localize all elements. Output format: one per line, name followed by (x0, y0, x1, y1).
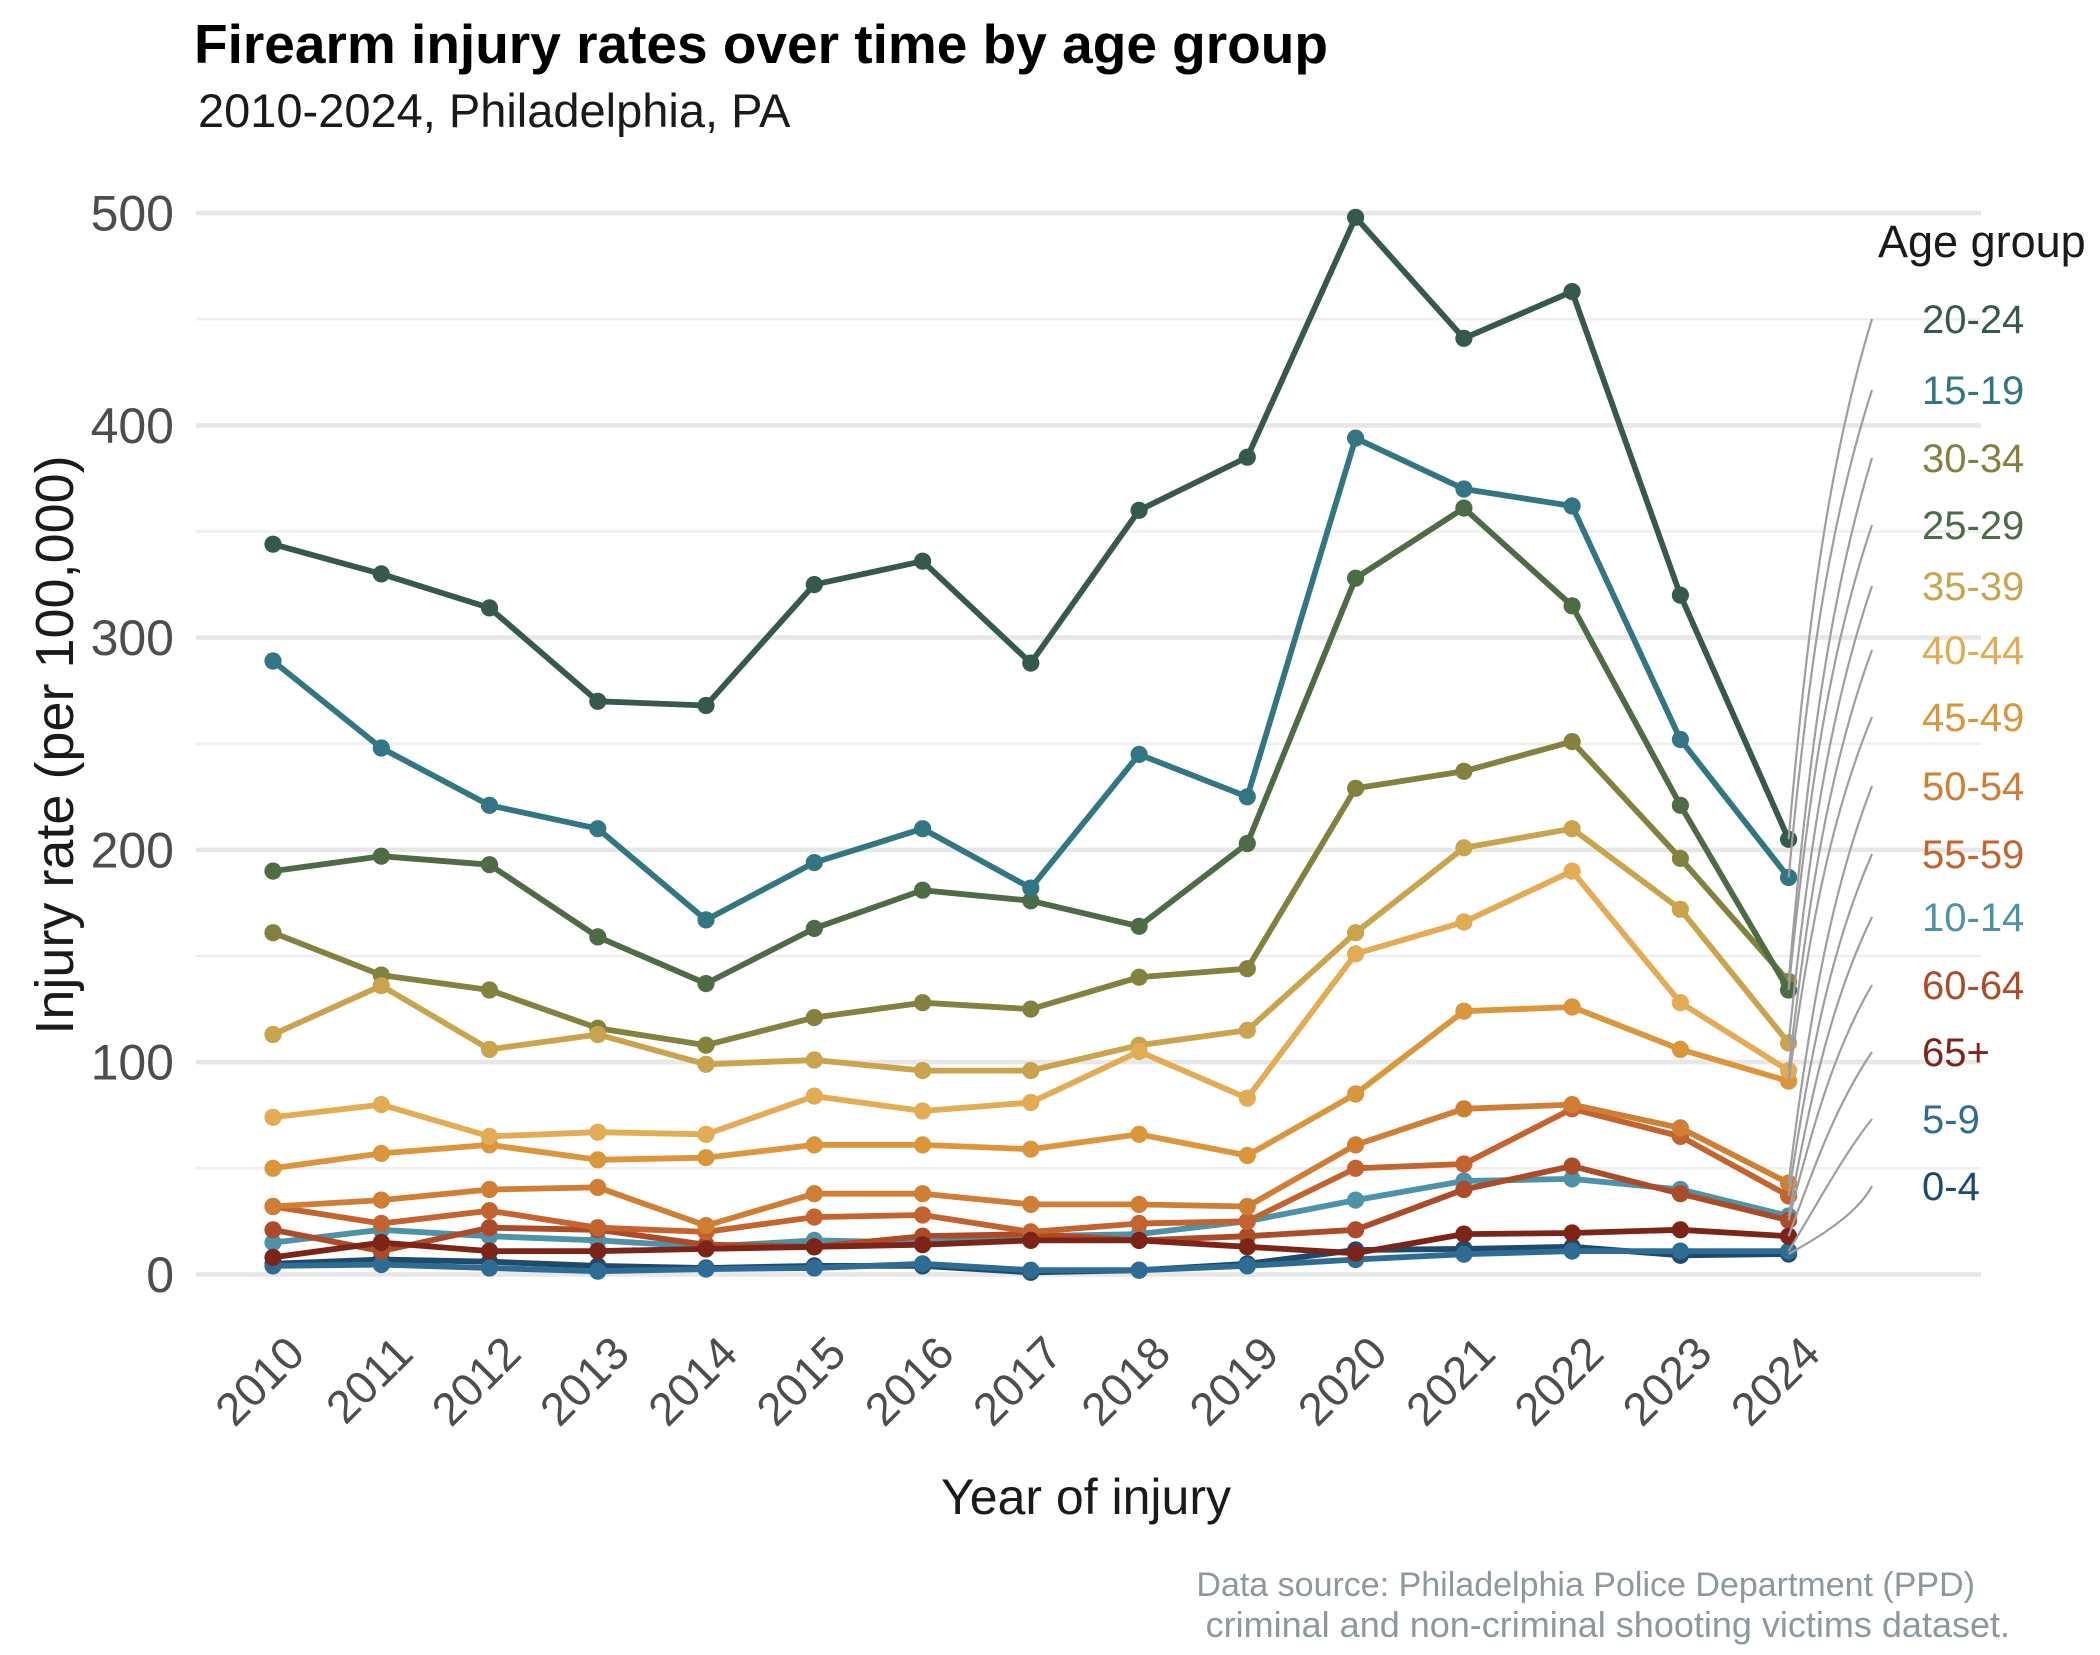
svg-text:60-64: 60-64 (1922, 964, 2024, 1008)
svg-text:5-9: 5-9 (1922, 1098, 1980, 1142)
svg-text:45-49: 45-49 (1922, 696, 2024, 740)
svg-text:2010-2024, Philadelphia, PA: 2010-2024, Philadelphia, PA (198, 84, 791, 137)
svg-text:400: 400 (91, 398, 174, 454)
svg-text:20-24: 20-24 (1922, 298, 2024, 342)
svg-text:Data source: Philadelphia Poli: Data source: Philadelphia Police Departm… (1196, 1566, 1975, 1604)
svg-text:Year of injury: Year of injury (941, 1469, 1231, 1525)
svg-text:40-44: 40-44 (1922, 629, 2024, 673)
svg-text:Injury rate (per 100,000): Injury rate (per 100,000) (25, 455, 85, 1034)
svg-text:500: 500 (91, 186, 174, 242)
svg-text:300: 300 (91, 610, 174, 666)
svg-text:10-14: 10-14 (1922, 896, 2024, 940)
svg-text:50-54: 50-54 (1922, 765, 2024, 809)
svg-text:0-4: 0-4 (1922, 1165, 1980, 1209)
svg-text:Firearm injury rates over time: Firearm injury rates over time by age gr… (194, 13, 1328, 75)
svg-text:25-29: 25-29 (1922, 504, 2024, 548)
svg-text:55-59: 55-59 (1922, 833, 2024, 877)
svg-text:Age group: Age group (1878, 216, 2086, 267)
svg-text:30-34: 30-34 (1922, 437, 2024, 481)
svg-text:0: 0 (146, 1247, 174, 1303)
svg-text:200: 200 (91, 822, 174, 878)
svg-text:100: 100 (91, 1035, 174, 1091)
svg-text:65+: 65+ (1922, 1031, 1990, 1075)
svg-text:15-19: 15-19 (1922, 369, 2024, 413)
svg-text:35-39: 35-39 (1922, 565, 2024, 609)
svg-text:criminal and non-criminal shoo: criminal and non-criminal shooting victi… (1206, 1604, 2010, 1645)
